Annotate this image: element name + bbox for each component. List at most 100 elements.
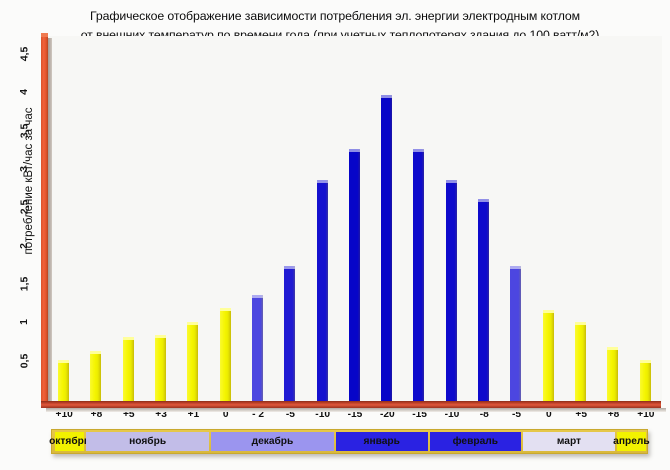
legend-month-февраль[interactable]: февраль (429, 432, 522, 451)
x-tick-label: +5 (122, 409, 135, 420)
x-tick-label: - 2 (252, 409, 264, 420)
bar-top-highlight (90, 350, 102, 354)
bar-top-highlight (154, 334, 166, 338)
bar-slot (48, 36, 79, 402)
bar-slot (597, 36, 628, 402)
bar-slot (177, 36, 208, 402)
x-tick-label: -10 (315, 409, 331, 420)
bar-top-highlight (575, 321, 587, 325)
y-tick-label: 3,5 (17, 123, 30, 138)
bar (316, 179, 328, 402)
bar-slot (210, 36, 241, 402)
bar (381, 95, 393, 402)
x-tick-label: -5 (285, 409, 295, 420)
bar-top-highlight (316, 179, 328, 183)
legend-month-ноябрь[interactable]: ноябрь (86, 432, 210, 451)
x-axis-labels: +10 +8 +5 +3 +1 0- 2 -5 -10 -15 -20 -15 -10 -8 -5 0 +5 +… (48, 409, 662, 427)
bar (413, 149, 425, 402)
bar-slot (500, 36, 531, 402)
bar (122, 336, 134, 402)
chart-title-line-1: Графическое отображение зависимости потр… (89, 9, 581, 23)
x-tick-label: +5 (575, 409, 588, 420)
bar-top-highlight (478, 198, 490, 202)
x-tick-label: +10 (637, 409, 655, 420)
months-legend: октябрь ноябрь декабрь январь февраль март апр… (49, 429, 650, 454)
bar (510, 265, 522, 402)
bar-top-highlight (251, 294, 263, 298)
bar-slot (339, 36, 370, 402)
x-tick-label: -5 (512, 409, 522, 420)
x-tick-label: +8 (90, 409, 103, 420)
bar-top-highlight (381, 95, 393, 99)
bar-top-highlight (284, 265, 296, 269)
bar (348, 149, 360, 402)
x-axis-shadow (46, 408, 666, 412)
months-legend-inner: октябрь ноябрь декабрь январь февраль март апр… (49, 432, 650, 451)
bar-top-highlight (348, 149, 360, 152)
bar-slot (403, 36, 434, 402)
y-axis-shadow (48, 38, 52, 408)
bar-slot (436, 36, 467, 402)
y-axis-cap (41, 33, 48, 37)
bars-layer (48, 36, 662, 402)
y-axis-ticks: 0,5 1 1,5 2 2,5 3 3,5 4 4,5 (0, 0, 41, 470)
bar-top-highlight (58, 359, 69, 363)
y-axis-line (41, 33, 48, 406)
bar-top-highlight (122, 336, 134, 340)
y-tick-label: 0,5 (17, 353, 30, 368)
bar-slot (274, 36, 305, 402)
bar-slot (80, 36, 111, 402)
bar (251, 294, 263, 402)
x-tick-label: -15 (412, 409, 427, 420)
bar-slot (533, 36, 564, 402)
bar-top-highlight (639, 359, 651, 363)
x-tick-label: 0 (546, 409, 552, 420)
bar-slot (113, 36, 144, 402)
bar (284, 265, 296, 402)
x-tick-label: -15 (347, 409, 363, 420)
bar (219, 308, 231, 402)
bar-top-highlight (187, 321, 199, 325)
bar-top-highlight (219, 308, 231, 312)
legend-month-апрель[interactable]: апрель (613, 432, 650, 451)
bar (639, 359, 651, 402)
bar (58, 359, 69, 402)
bar (187, 321, 199, 402)
legend-month-декабрь[interactable]: декабрь (211, 432, 334, 451)
x-tick-label: +8 (607, 409, 620, 420)
legend-month-октябрь[interactable]: октябрь (49, 432, 90, 451)
bar-top-highlight (413, 149, 425, 152)
y-tick-label: 4 (18, 89, 30, 96)
bar-slot (145, 36, 176, 402)
bar-top-highlight (445, 179, 457, 183)
y-tick-label: 2 (18, 242, 30, 249)
bar (445, 179, 457, 402)
bar-top-highlight (510, 265, 522, 269)
legend-month-март[interactable]: март (523, 432, 615, 451)
bar (154, 334, 166, 402)
bar (90, 350, 102, 402)
x-tick-label: +10 (55, 409, 73, 420)
bar-slot (371, 36, 402, 402)
x-tick-label: +1 (187, 409, 200, 420)
y-tick-label: 3 (18, 166, 30, 172)
x-tick-label: 0 (222, 409, 229, 420)
y-tick-label: 1 (18, 319, 30, 326)
bar (575, 321, 587, 402)
bar-slot (242, 36, 273, 402)
legend-month-январь[interactable]: январь (335, 432, 428, 451)
bar-top-highlight (542, 310, 554, 313)
x-tick-label: +3 (155, 409, 167, 420)
bar (478, 198, 490, 402)
bar-slot (565, 36, 596, 402)
y-tick-label: 4,5 (17, 46, 30, 62)
x-tick-label: -10 (444, 409, 460, 420)
bar (607, 346, 619, 402)
bar-top-highlight (607, 346, 619, 350)
bar-slot (307, 36, 338, 402)
bar-slot (630, 36, 661, 402)
bar (542, 310, 554, 402)
x-tick-label: -8 (479, 409, 489, 420)
y-tick-label: 2,5 (17, 200, 30, 215)
